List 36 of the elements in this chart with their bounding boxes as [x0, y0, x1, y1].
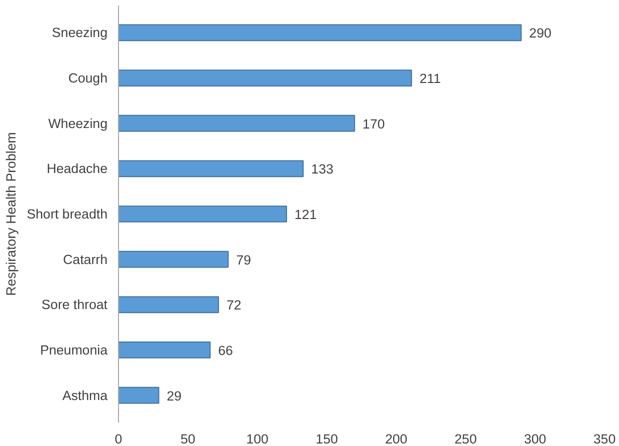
bar — [118, 206, 288, 222]
x-tick-label: 350 — [593, 432, 616, 446]
x-tick-label: 100 — [246, 432, 268, 446]
y-tick-label: Cough — [68, 70, 108, 86]
x-tick-label: 200 — [385, 432, 408, 446]
bar — [118, 160, 304, 178]
x-tick-label: 150 — [316, 432, 338, 446]
bar — [118, 296, 219, 314]
bar — [118, 386, 160, 404]
x-tick-label: 50 — [180, 432, 196, 446]
bar — [118, 342, 211, 358]
bar — [118, 70, 412, 86]
data-label: 79 — [236, 252, 252, 268]
y-tick-label: Headache — [46, 161, 108, 176]
y-tick-label: Sore throat — [42, 297, 108, 312]
x-tick-label: 300 — [524, 432, 546, 446]
x-tick-label: 250 — [454, 432, 477, 446]
y-tick-label: Pneumonia — [40, 342, 108, 358]
data-label: 72 — [226, 298, 242, 313]
data-label: 121 — [294, 207, 317, 222]
y-tick-label: Sneezing — [52, 25, 108, 40]
data-label: 170 — [362, 116, 385, 132]
data-label: 66 — [218, 342, 233, 358]
data-label: 290 — [529, 26, 552, 41]
data-label: 211 — [419, 71, 441, 86]
bar — [118, 24, 522, 42]
data-label: 29 — [166, 388, 182, 404]
y-tick-label: Asthma — [62, 388, 108, 403]
bar — [118, 250, 229, 268]
y-tick-label: Catarrh — [63, 252, 108, 267]
x-tick-label: 0 — [114, 432, 122, 446]
data-label: 133 — [311, 162, 334, 177]
y-axis-title: Respiratory Health Problem — [4, 132, 19, 296]
y-tick-label: Short breadth — [26, 206, 108, 222]
bar — [118, 114, 356, 132]
y-tick-label: Wheezing — [48, 116, 108, 131]
